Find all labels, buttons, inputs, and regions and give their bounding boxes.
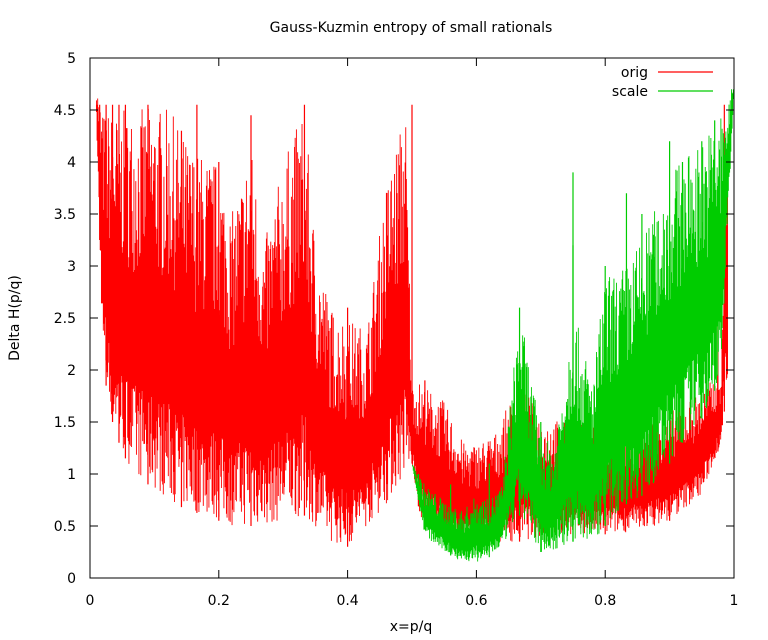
x-tick-label: 0.4 [336,593,358,609]
y-tick-label: 0.5 [54,519,76,535]
y-tick-label: 5 [67,51,76,67]
x-tick-label: 0 [86,593,95,609]
y-tick-label: 1 [67,467,76,483]
y-tick-label: 2.5 [54,311,76,327]
x-tick-label: 0.8 [594,593,616,609]
y-tick-label: 2 [67,363,76,379]
y-tick-label: 4 [67,155,76,171]
x-axis-label: x=p/q [390,619,433,635]
y-tick-label: 4.5 [54,103,76,119]
y-tick-label: 1.5 [54,415,76,431]
legend-label-orig: orig [621,65,648,81]
legend: orig scale [612,65,713,100]
x-tick-label: 0.6 [465,593,487,609]
legend-label-scale: scale [612,84,648,100]
x-tick-label: 0.2 [208,593,230,609]
y-tick-label: 3.5 [54,207,76,223]
chart-title: Gauss-Kuzmin entropy of small rationals [270,20,553,36]
y-tick-label: 3 [67,259,76,275]
y-tick-label: 0 [67,571,76,587]
plot-area [96,86,734,562]
y-axis-label: Delta H(p/q) [7,275,23,361]
x-tick-label: 1 [730,593,739,609]
